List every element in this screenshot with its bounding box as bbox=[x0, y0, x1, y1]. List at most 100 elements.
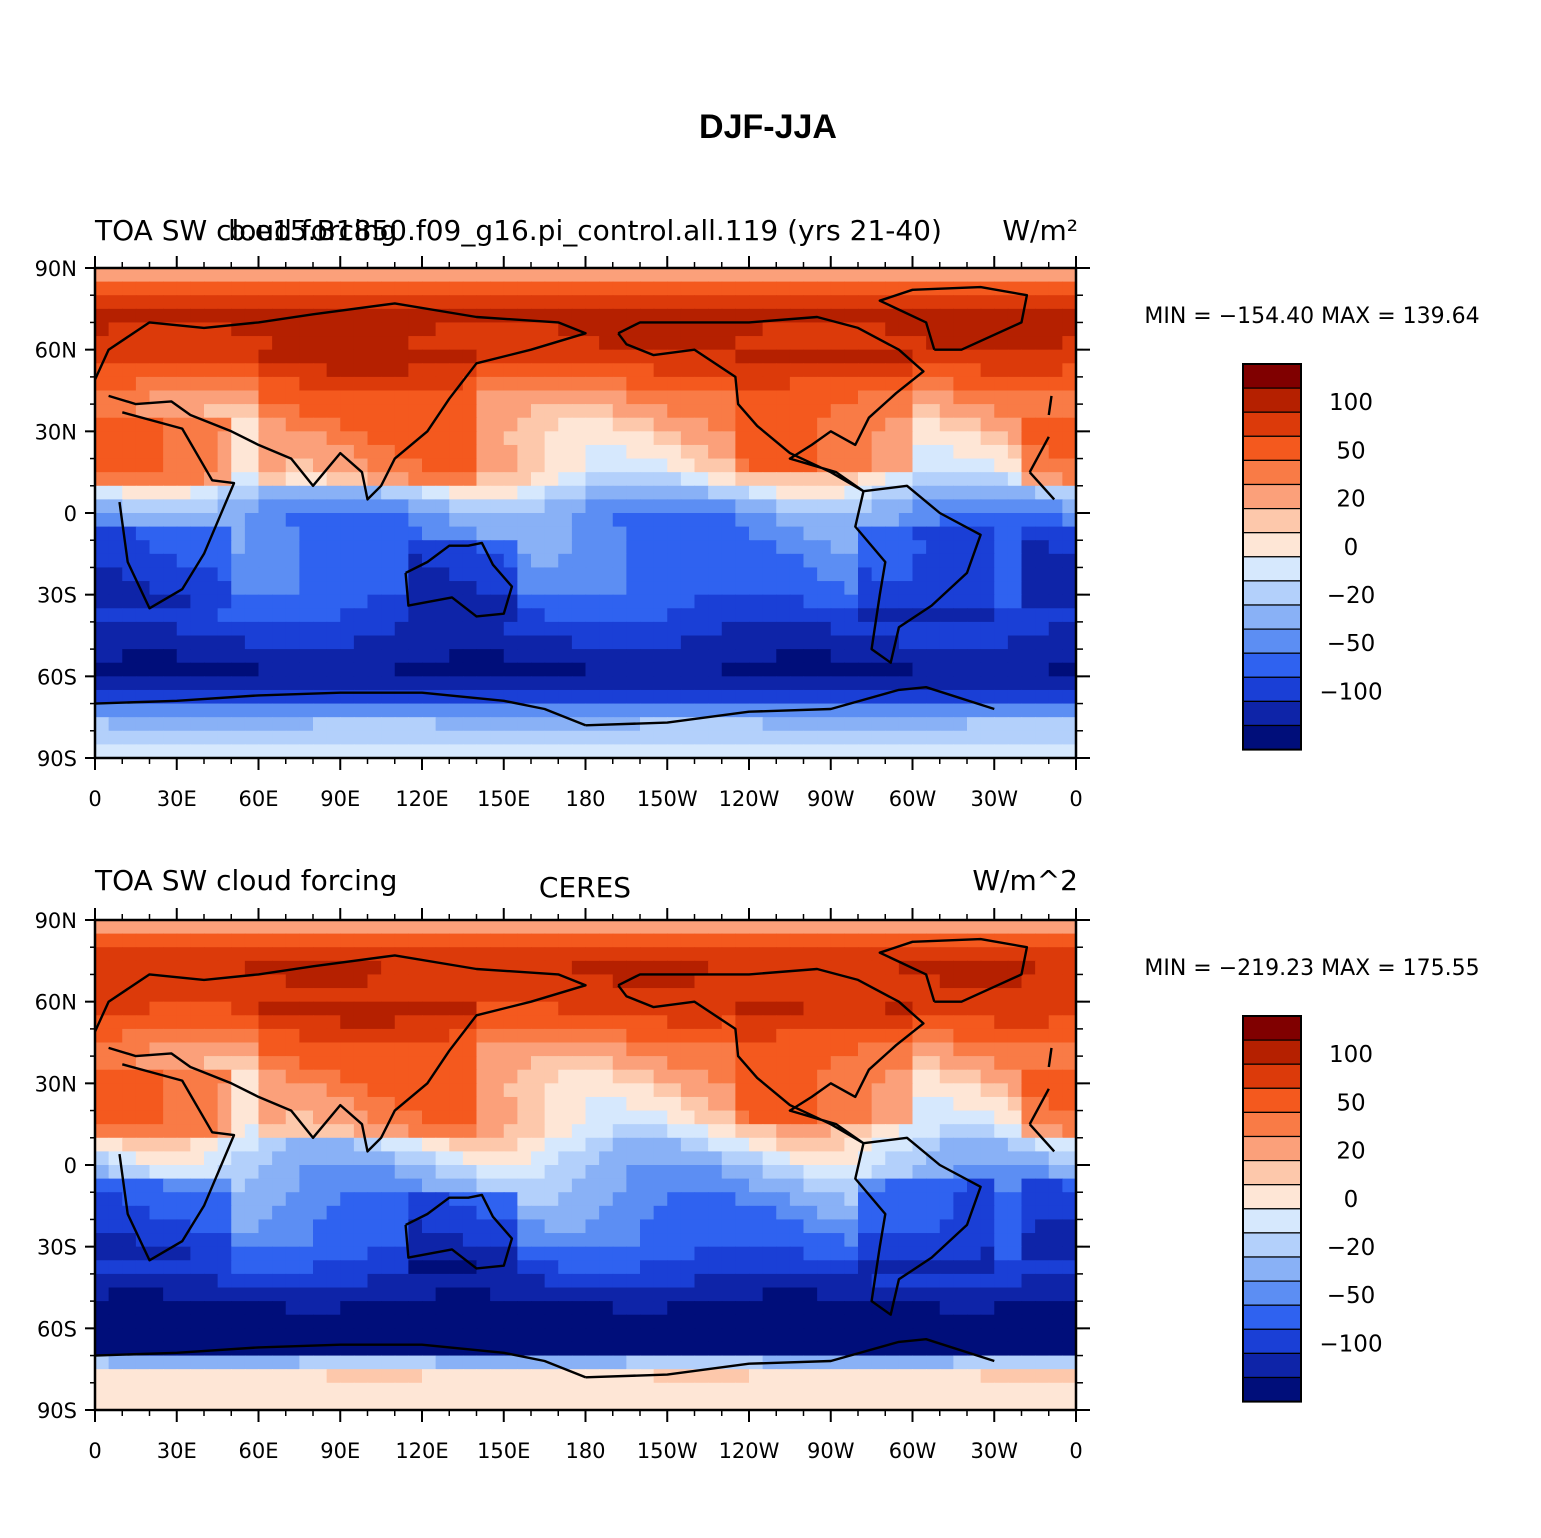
field-cell bbox=[381, 281, 396, 296]
field-cell bbox=[544, 649, 559, 664]
field-cell bbox=[558, 1233, 573, 1248]
field-cell bbox=[680, 649, 696, 664]
field-cell bbox=[708, 933, 723, 948]
field-cell bbox=[612, 1015, 627, 1030]
field-cell bbox=[176, 458, 191, 473]
field-cell bbox=[694, 1314, 709, 1329]
field-cell bbox=[176, 363, 191, 378]
field-cell bbox=[544, 594, 559, 609]
field-cell bbox=[967, 1056, 982, 1071]
field-cell bbox=[204, 594, 219, 609]
field-cell bbox=[885, 1124, 900, 1139]
field-cell bbox=[871, 1083, 886, 1098]
field-cell bbox=[626, 1069, 641, 1084]
field-cell bbox=[571, 513, 587, 528]
field-cell bbox=[680, 363, 696, 378]
field-cell bbox=[163, 947, 178, 962]
field-cell bbox=[817, 268, 832, 283]
field-cell bbox=[571, 308, 587, 324]
field-cell bbox=[667, 308, 682, 324]
field-cell bbox=[231, 649, 246, 664]
field-cell bbox=[435, 649, 450, 664]
field-cell bbox=[1048, 581, 1063, 596]
field-cell bbox=[612, 485, 627, 500]
field-cell bbox=[313, 581, 328, 596]
field-cell bbox=[122, 621, 137, 637]
field-cell bbox=[612, 920, 627, 935]
field-cell bbox=[967, 1069, 982, 1084]
field-cell bbox=[258, 1301, 273, 1316]
field-cell bbox=[844, 1028, 859, 1044]
field-cell bbox=[844, 499, 859, 514]
field-cell bbox=[313, 1246, 328, 1261]
field-cell bbox=[326, 717, 341, 732]
field-cell bbox=[653, 1096, 668, 1112]
field-cell bbox=[122, 295, 137, 310]
field-cell bbox=[980, 1165, 995, 1180]
field-cell bbox=[95, 567, 110, 582]
field-cell bbox=[544, 1233, 559, 1248]
field-cell bbox=[735, 1205, 750, 1221]
field-cell bbox=[462, 594, 478, 609]
field-cell bbox=[667, 662, 682, 677]
field-cell bbox=[313, 1110, 328, 1125]
field-cell bbox=[749, 390, 764, 405]
field-cell bbox=[858, 513, 873, 528]
field-cell bbox=[299, 621, 314, 637]
field-cell bbox=[844, 581, 859, 596]
field-cell bbox=[776, 689, 791, 705]
field-cell bbox=[749, 1083, 764, 1098]
field-cell bbox=[571, 1124, 587, 1139]
field-cell bbox=[694, 635, 709, 650]
field-cell bbox=[967, 933, 982, 948]
field-cell bbox=[830, 717, 845, 732]
field-cell bbox=[517, 417, 532, 432]
field-cell bbox=[326, 472, 341, 487]
field-cell bbox=[394, 336, 409, 351]
field-cell bbox=[435, 431, 450, 446]
field-cell bbox=[871, 1096, 886, 1112]
field-cell bbox=[272, 974, 287, 989]
field-cell bbox=[1048, 268, 1063, 283]
field-cell bbox=[939, 621, 954, 637]
field-cell bbox=[176, 390, 191, 405]
field-cell bbox=[108, 1205, 123, 1221]
field-cell bbox=[476, 947, 491, 962]
field-cell bbox=[708, 974, 723, 989]
field-cell bbox=[640, 1314, 655, 1329]
field-cell bbox=[408, 540, 423, 555]
field-cell bbox=[585, 540, 600, 555]
field-cell bbox=[858, 308, 873, 324]
field-cell bbox=[108, 1273, 123, 1289]
field-cell bbox=[626, 1015, 641, 1030]
field-cell bbox=[422, 1069, 437, 1084]
field-cell bbox=[217, 1001, 232, 1016]
field-cell bbox=[394, 1246, 409, 1261]
field-cell bbox=[326, 1001, 341, 1016]
field-cell bbox=[667, 553, 682, 569]
field-cell bbox=[803, 621, 818, 637]
field-cell bbox=[326, 553, 341, 569]
field-cell bbox=[108, 1301, 123, 1316]
field-cell bbox=[667, 567, 682, 582]
field-cell bbox=[858, 1205, 873, 1221]
field-cell bbox=[272, 1260, 287, 1275]
field-cell bbox=[244, 1233, 260, 1248]
field-cell bbox=[721, 1124, 736, 1139]
field-cell bbox=[789, 308, 805, 324]
field-cell bbox=[531, 499, 546, 514]
field-cell bbox=[272, 349, 287, 364]
field-cell bbox=[599, 485, 614, 500]
field-cell bbox=[231, 581, 246, 596]
field-cell bbox=[1007, 960, 1023, 976]
field-cell bbox=[953, 444, 968, 460]
field-cell bbox=[762, 1056, 777, 1071]
field-cell bbox=[422, 1110, 437, 1125]
field-cell bbox=[1007, 988, 1023, 1003]
field-cell bbox=[462, 458, 478, 473]
field-cell bbox=[462, 649, 478, 664]
field-cell bbox=[1048, 295, 1063, 310]
field-cell bbox=[571, 404, 587, 419]
field-cell bbox=[381, 485, 396, 500]
field-cell bbox=[394, 472, 409, 487]
